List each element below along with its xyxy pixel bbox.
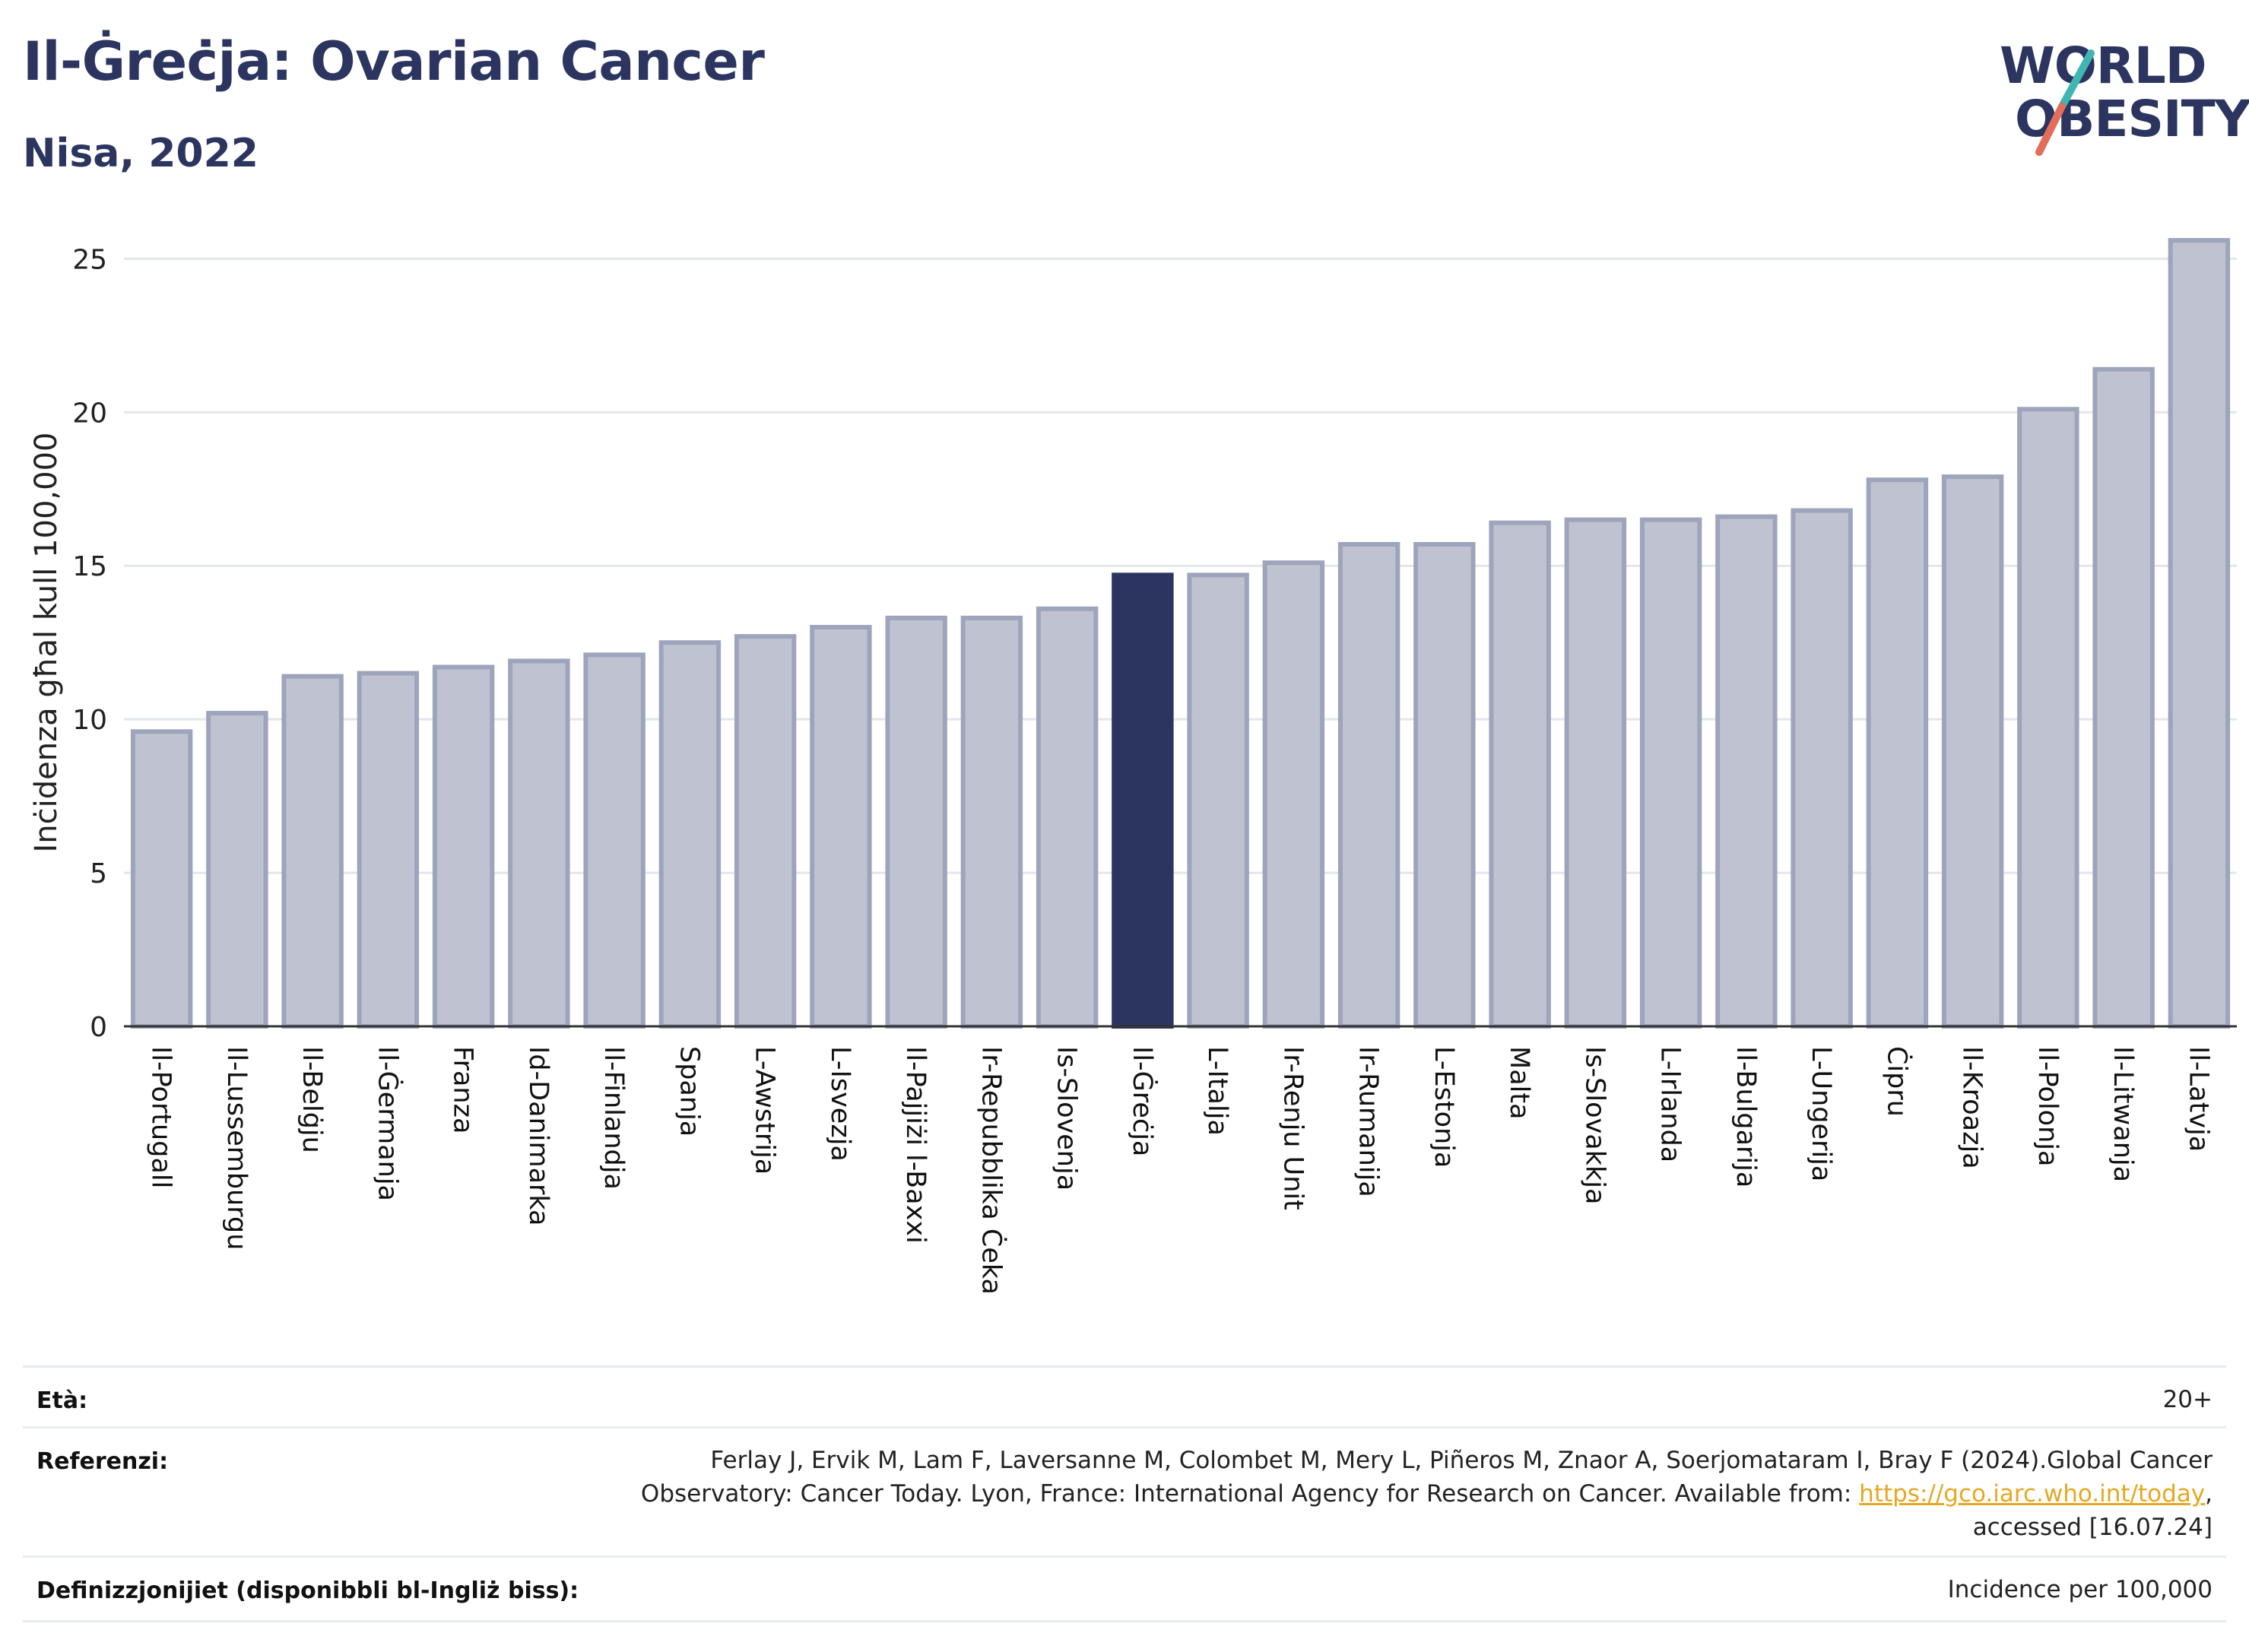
x-tick-label: Il-Litwanja — [2108, 1046, 2138, 1182]
y-axis-label: Inċidenza għal kull 100,000 — [29, 433, 64, 853]
x-tick-label: Il-Portugall — [146, 1046, 176, 1188]
x-tick-label: Id-Danimarka — [523, 1046, 554, 1226]
x-tick-label: Il-Latvja — [2183, 1046, 2213, 1152]
y-tick-label: 0 — [90, 1012, 107, 1043]
y-tick-label: 25 — [72, 244, 107, 275]
bar — [1941, 474, 2004, 1029]
x-tick-label: Il-Ġermanja — [372, 1046, 404, 1201]
bar — [1639, 517, 1702, 1029]
logo-slash-icon — [2035, 49, 2095, 156]
x-tick-label: Ir-Renju Unit — [1277, 1046, 1308, 1210]
bar-chart: 0 5 10 15 20 25 Il-Portugall Il-Lussemburgu Il-B… — [29, 238, 2237, 1295]
axes: 0 5 10 15 20 25 Il-Portugall Il-Lussemburgu Il-B… — [72, 244, 2237, 1295]
references-text: Ferlay J, Ervik M, Lam F, Laversanne M, … — [641, 1444, 2213, 1544]
x-tick-label: L-Isvezja — [825, 1046, 855, 1162]
bar — [2017, 407, 2079, 1029]
x-tick-label: Il-Bulgarija — [1730, 1046, 1761, 1187]
y-tick-label: 5 — [90, 858, 107, 889]
x-tick-label: L-Irlanda — [1655, 1046, 1686, 1162]
x-tick-label: L-Estonja — [1429, 1046, 1459, 1168]
x-tick-label: Spanja — [674, 1046, 704, 1137]
age-value: 20+ — [2162, 1386, 2213, 1413]
bar — [1866, 477, 1929, 1029]
bar — [1715, 514, 1778, 1029]
bar — [1489, 520, 1551, 1029]
bar — [583, 652, 646, 1029]
bar — [960, 615, 1023, 1029]
references-line-2-end: , — [2205, 1480, 2213, 1508]
references-link[interactable]: https://gco.iarc.who.int/today — [1859, 1480, 2206, 1508]
bar — [1187, 572, 1249, 1029]
references-line-3: accessed [16.07.24] — [1972, 1514, 2213, 1541]
logo-slash-red — [2035, 103, 2066, 156]
references-line-2: Observatory: Cancer Today. Lyon, France:… — [641, 1477, 2213, 1511]
logo-slash-teal — [2058, 49, 2095, 110]
bar — [1112, 572, 1174, 1029]
definitions-value: Incidence per 100,000 — [1947, 1576, 2213, 1603]
bar — [432, 664, 495, 1029]
x-tick-label: Ir-Repubblika Ċeka — [975, 1046, 1007, 1295]
bar — [1791, 508, 1853, 1029]
references-line-1: Ferlay J, Ervik M, Lam F, Laversanne M, … — [710, 1447, 2213, 1474]
bar — [810, 625, 872, 1029]
x-tick-label: Il-Lussemburgu — [221, 1046, 252, 1250]
references-label: Referenzi: — [36, 1448, 169, 1475]
x-tick-label: Il-Ġreċja — [1127, 1046, 1159, 1156]
bar — [130, 729, 193, 1029]
x-tick-label: Il-Belġju — [297, 1046, 327, 1153]
x-tick-label: Il-Polonja — [2032, 1046, 2063, 1166]
bar — [508, 658, 570, 1029]
bar — [281, 674, 344, 1029]
age-row: Età: 20+ — [23, 1365, 2226, 1428]
definitions-row: Definizzjonijiet (disponibbli bl-Ingliż … — [23, 1555, 2226, 1622]
x-tick-label: L-Italja — [1202, 1046, 1232, 1136]
bar — [357, 671, 420, 1029]
bar — [1036, 606, 1099, 1029]
bar — [2168, 238, 2231, 1029]
bar — [1262, 560, 1325, 1029]
x-tick-label: Malta — [1504, 1046, 1534, 1120]
x-tick-label: L-Ungerija — [1806, 1046, 1836, 1181]
y-tick-label: 15 — [72, 551, 107, 582]
references-row: Referenzi: Ferlay J, Ervik M, Lam F, Lav… — [23, 1426, 2226, 1558]
bar — [1337, 541, 1400, 1029]
page-title: Il-Ġreċja: Ovarian Cancer — [23, 30, 765, 93]
x-tick-label: Is-Slovenja — [1052, 1046, 1082, 1191]
x-tick-label: L-Awstrija — [750, 1046, 780, 1175]
page-subtitle: Nisa, 2022 — [23, 131, 259, 176]
bar — [658, 640, 722, 1029]
definitions-label: Definizzjonijiet (disponibbli bl-Ingliż … — [36, 1577, 579, 1604]
x-tick-label: Franza — [448, 1046, 478, 1134]
bar — [1564, 517, 1627, 1029]
age-label: Età: — [36, 1387, 88, 1414]
bar — [206, 711, 268, 1029]
world-obesity-logo: WORLD OBESITY — [1992, 23, 2249, 160]
bar — [1413, 541, 1476, 1029]
y-tick-label: 20 — [72, 398, 107, 429]
y-tick-label: 10 — [72, 705, 107, 736]
x-tick-label: Il-Kroazja — [1957, 1046, 1987, 1169]
references-line-2-text: Observatory: Cancer Today. Lyon, France:… — [640, 1480, 1860, 1508]
x-tick-label: Ir-Rumanija — [1353, 1046, 1384, 1197]
bar — [2092, 366, 2155, 1029]
bars — [130, 238, 2231, 1029]
bar — [885, 615, 947, 1029]
x-tick-label: Il-Pajjiżi l-Baxxi — [900, 1046, 931, 1244]
x-tick-label: Il-Finlandja — [598, 1046, 629, 1190]
x-tick-label: Is-Slovakkja — [1579, 1046, 1610, 1204]
bar — [734, 634, 797, 1029]
x-tick-label: Ċipru — [1881, 1046, 1913, 1117]
logo-word-1: WORLD — [2000, 36, 2207, 95]
